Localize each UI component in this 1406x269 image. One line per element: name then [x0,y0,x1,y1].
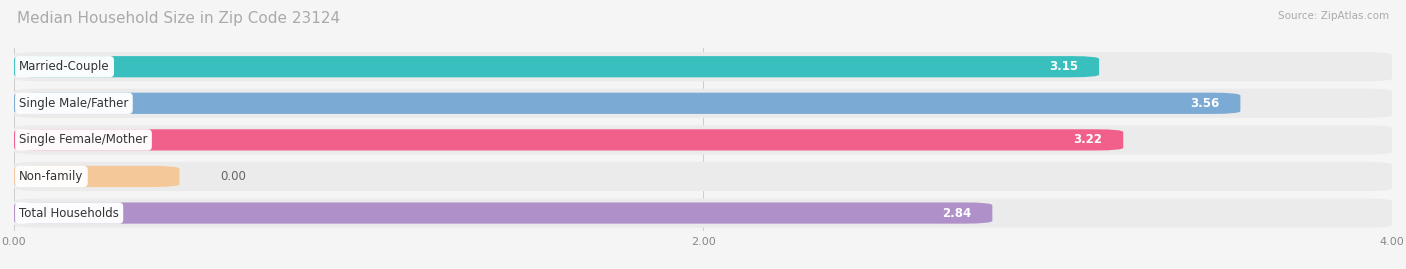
Text: Total Households: Total Households [20,207,120,220]
FancyBboxPatch shape [14,199,1392,228]
Text: Non-family: Non-family [20,170,83,183]
Text: 0.00: 0.00 [221,170,246,183]
FancyBboxPatch shape [14,129,1123,150]
Text: 3.22: 3.22 [1074,133,1102,146]
Text: 3.56: 3.56 [1191,97,1219,110]
FancyBboxPatch shape [14,93,1240,114]
Text: Single Female/Mother: Single Female/Mother [20,133,148,146]
Text: Married-Couple: Married-Couple [20,60,110,73]
Text: 2.84: 2.84 [942,207,972,220]
FancyBboxPatch shape [14,89,1392,118]
FancyBboxPatch shape [14,162,1392,191]
FancyBboxPatch shape [14,56,1099,77]
Text: Median Household Size in Zip Code 23124: Median Household Size in Zip Code 23124 [17,11,340,26]
Text: Single Male/Father: Single Male/Father [20,97,128,110]
FancyBboxPatch shape [14,52,1392,81]
FancyBboxPatch shape [14,166,180,187]
Text: Source: ZipAtlas.com: Source: ZipAtlas.com [1278,11,1389,21]
FancyBboxPatch shape [14,203,993,224]
FancyBboxPatch shape [14,125,1392,154]
Text: 3.15: 3.15 [1049,60,1078,73]
